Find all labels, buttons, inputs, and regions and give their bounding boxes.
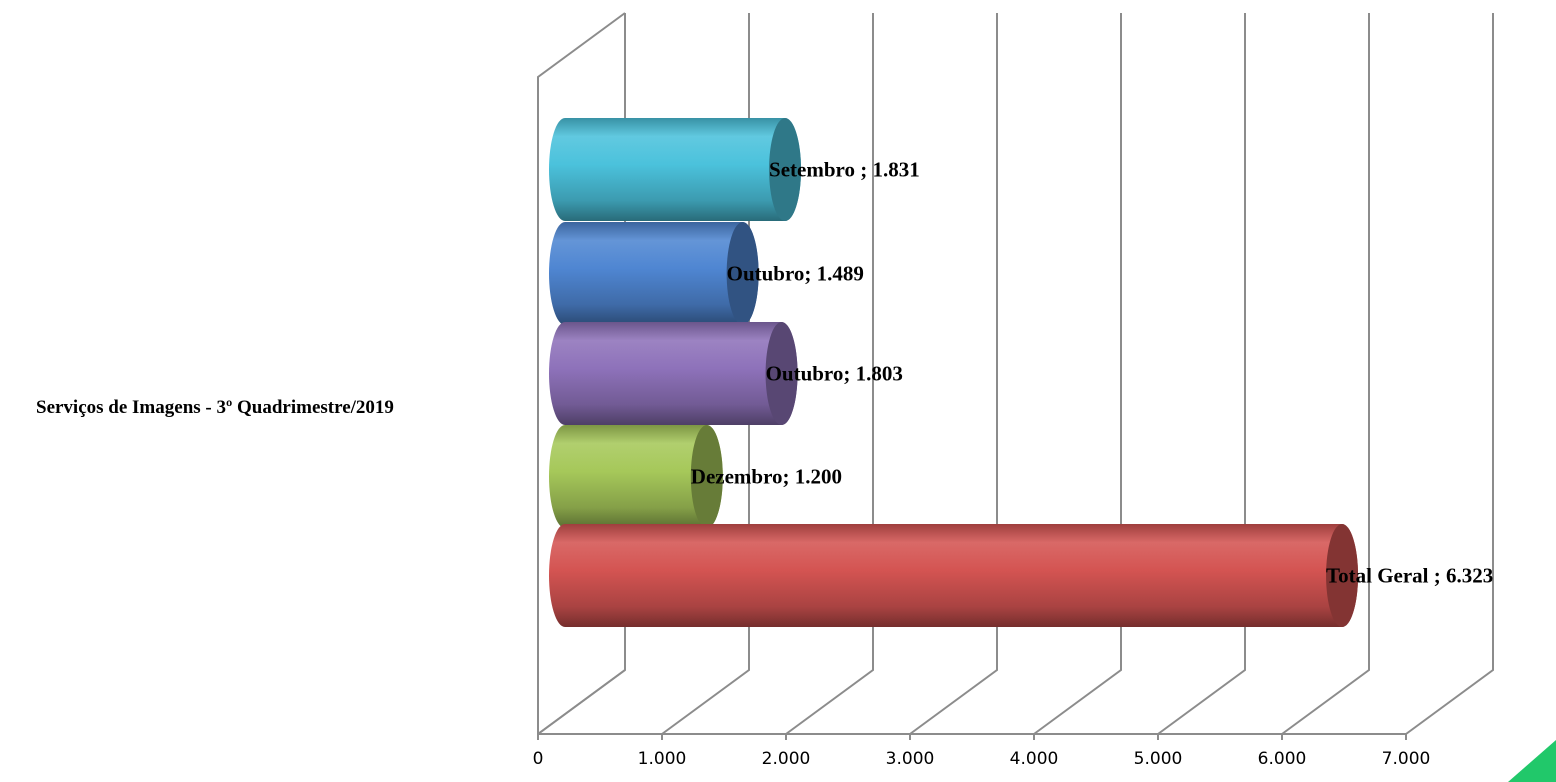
- x-tick-label: 4.000: [1010, 749, 1059, 769]
- x-tick-label: 0: [533, 749, 544, 769]
- left-wall: [537, 12, 626, 734]
- x-tick-label: 3.000: [886, 749, 935, 769]
- bar-end-cap: [1326, 524, 1359, 627]
- data-label: Outubro; 1.489: [727, 262, 864, 286]
- x-tick-label: 2.000: [762, 749, 811, 769]
- x-tick-label: 7.000: [1382, 749, 1431, 769]
- bar-end-cap: [690, 425, 723, 528]
- bar: [549, 524, 1359, 627]
- x-axis: 0 1.000 2.000 3.000 4.000 5.000 6.000 7.000: [533, 733, 1431, 769]
- data-labels: Setembro ; 1.831 Outubro; 1.489 Outubro; 1…: [691, 158, 1493, 588]
- corner-accent-shape: [1508, 740, 1556, 782]
- data-label: Outubro; 1.803: [766, 362, 903, 386]
- bar: [549, 322, 798, 425]
- bar: [549, 118, 802, 221]
- data-label: Dezembro; 1.200: [691, 465, 842, 489]
- category-label: Serviços de Imagens - 3º Quadrimestre/20…: [36, 397, 394, 418]
- gridline: [1281, 13, 1370, 735]
- gridlines: [537, 12, 1494, 735]
- gridline: [785, 13, 874, 735]
- x-tick-label: 6.000: [1258, 749, 1307, 769]
- bar-end-cap: [769, 118, 802, 221]
- bar-end-cap: [765, 322, 798, 425]
- x-tick-label: 1.000: [638, 749, 687, 769]
- bar: [549, 425, 723, 528]
- bar-end-cap: [726, 222, 759, 325]
- bars: [549, 118, 1359, 627]
- data-label: Setembro ; 1.831: [769, 158, 920, 182]
- gridline: [1405, 13, 1494, 735]
- gridline: [1157, 13, 1246, 735]
- x-tick-label: 5.000: [1134, 749, 1183, 769]
- bar: [549, 222, 759, 325]
- gridline: [909, 13, 998, 735]
- gridline: [1033, 13, 1122, 735]
- data-label: Total Geral ; 6.323: [1326, 564, 1493, 588]
